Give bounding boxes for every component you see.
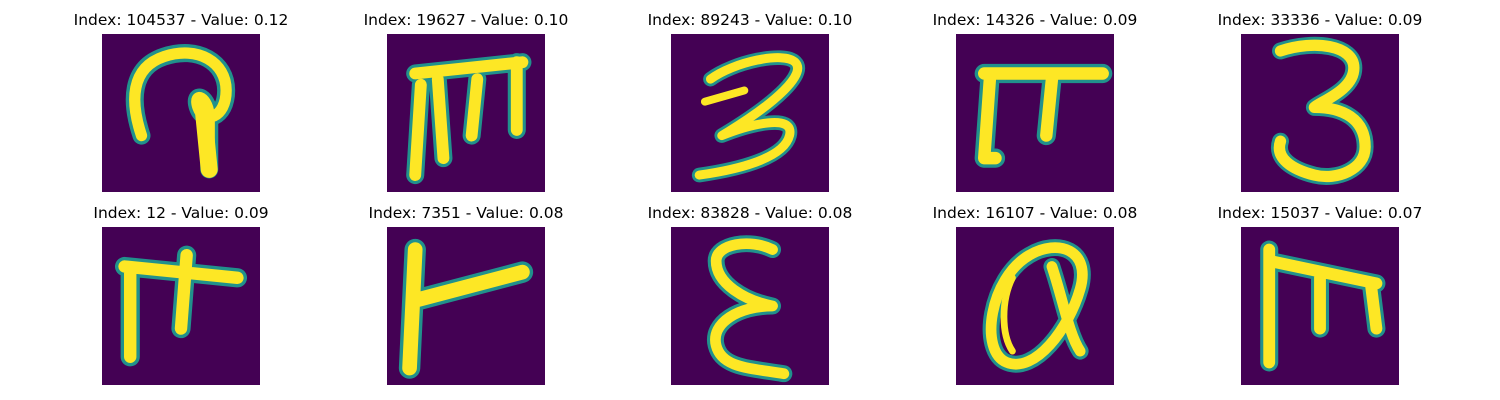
digit-image: [102, 34, 260, 192]
grid-panel: Index: 12 - Value: 0.09: [93, 204, 269, 385]
grid-panel: Index: 83828 - Value: 0.08: [648, 204, 852, 385]
digit-image: [1241, 227, 1399, 385]
panel-title: Index: 33336 - Value: 0.09: [1217, 11, 1423, 29]
panel-title: Index: 15037 - Value: 0.07: [1217, 204, 1423, 222]
panel-title: Index: 104537 - Value: 0.12: [73, 11, 289, 29]
panel-title: Index: 19627 - Value: 0.10: [363, 11, 569, 29]
grid-panel: Index: 15037 - Value: 0.07: [1218, 204, 1422, 385]
digit-image: [671, 227, 829, 385]
panel-title: Index: 16107 - Value: 0.08: [932, 204, 1138, 222]
grid-panel: Index: 19627 - Value: 0.10: [364, 11, 568, 192]
digit-image: [387, 227, 545, 385]
panel-title: Index: 83828 - Value: 0.08: [647, 204, 853, 222]
grid-panel: Index: 14326 - Value: 0.09: [933, 11, 1137, 192]
digit-image: [387, 34, 545, 192]
grid-panel: Index: 89243 - Value: 0.10: [648, 11, 852, 192]
grid-panel: Index: 16107 - Value: 0.08: [933, 204, 1137, 385]
panel-title: Index: 7351 - Value: 0.08: [368, 204, 564, 222]
grid-panel: Index: 33336 - Value: 0.09: [1218, 11, 1422, 192]
digit-image: [102, 227, 260, 385]
grid-panel: Index: 104537 - Value: 0.12: [74, 11, 288, 192]
digit-image: [671, 34, 829, 192]
grid-panel: Index: 7351 - Value: 0.08: [369, 204, 563, 385]
panel-title: Index: 12 - Value: 0.09: [93, 204, 269, 222]
digit-image: [1241, 34, 1399, 192]
digit-image: [956, 34, 1114, 192]
digit-image: [956, 227, 1114, 385]
panel-title: Index: 14326 - Value: 0.09: [932, 11, 1138, 29]
panel-title: Index: 89243 - Value: 0.10: [647, 11, 853, 29]
